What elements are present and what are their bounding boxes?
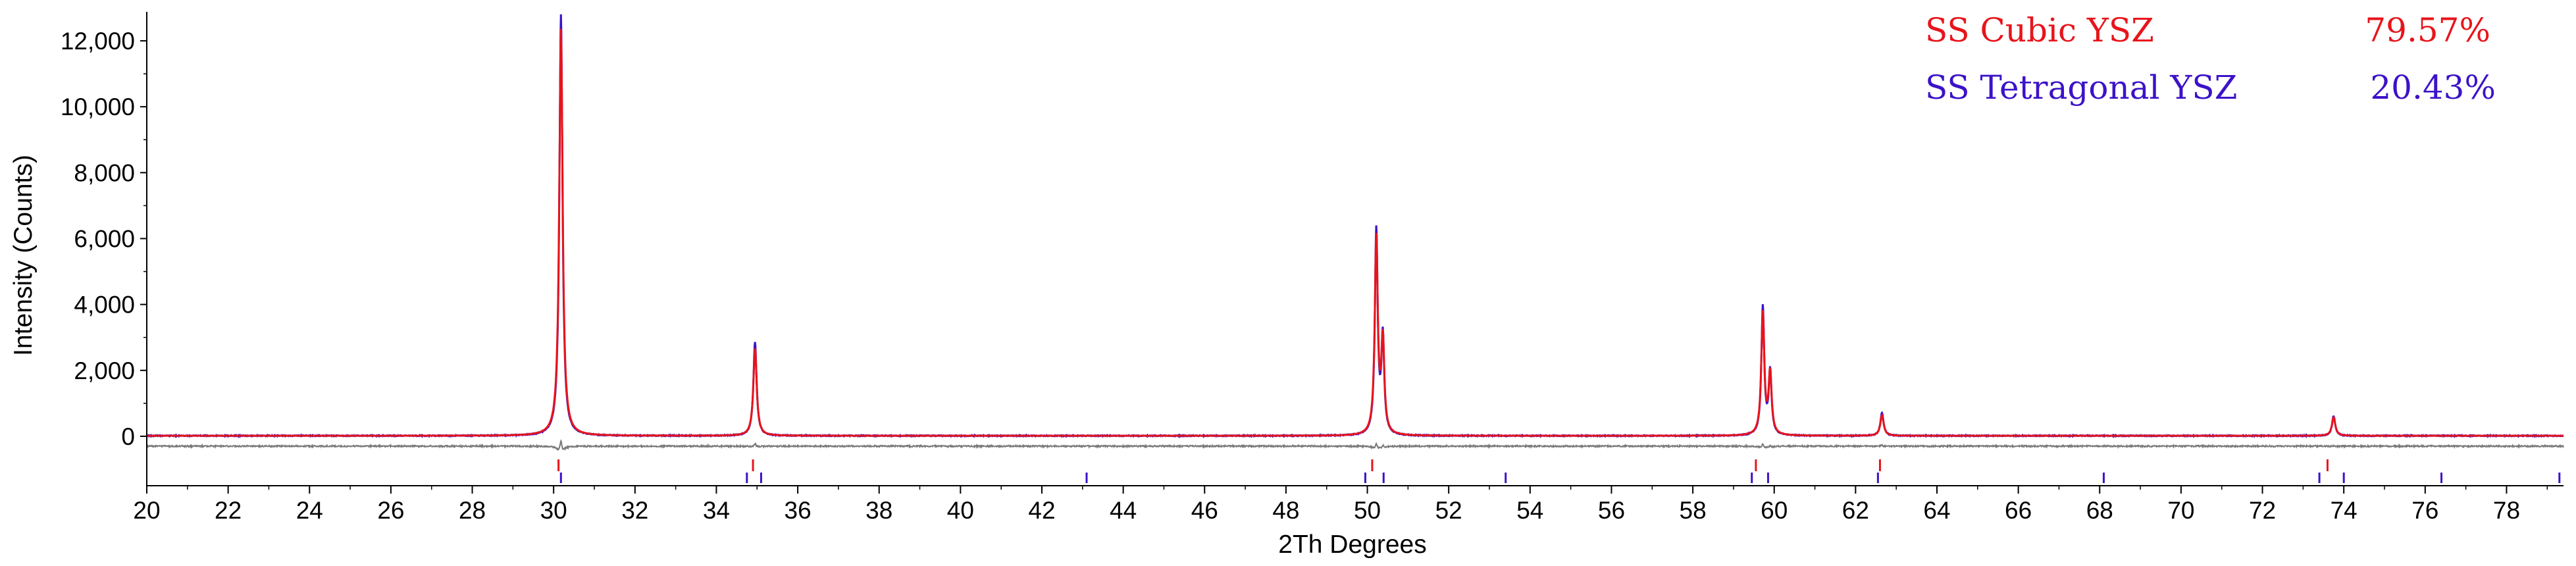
x-tick-label: 52 xyxy=(1435,497,1462,524)
x-tick-label: 78 xyxy=(2493,497,2520,524)
x-tick-label: 74 xyxy=(2331,497,2357,524)
x-axis: 20 22 24 26 28 30 32 34 36 38 40 42 44 46 48 50 52 54 56 58… xyxy=(133,485,2563,524)
x-tick-label: 62 xyxy=(1842,497,1869,524)
y-tick-label: 6,000 xyxy=(74,225,135,252)
calculated-pattern xyxy=(147,28,2563,437)
x-tick-label: 20 xyxy=(133,497,160,524)
x-tick-label: 68 xyxy=(2086,497,2113,524)
x-tick-label: 58 xyxy=(1680,497,1707,524)
legend-cubic-value: 79.57% xyxy=(2365,11,2490,49)
x-tick-label: 34 xyxy=(703,497,730,524)
x-tick-label: 70 xyxy=(2167,497,2194,524)
x-tick-label: 64 xyxy=(1923,497,1950,524)
x-tick-label: 36 xyxy=(785,497,811,524)
legend-tetragonal-value: 20.43% xyxy=(2370,68,2496,107)
x-tick-label: 30 xyxy=(540,497,567,524)
y-tick-label: 8,000 xyxy=(74,159,135,186)
y-tick-label: 2,000 xyxy=(74,357,135,384)
x-tick-label: 72 xyxy=(2249,497,2276,524)
x-tick-label: 38 xyxy=(865,497,892,524)
legend: SS Cubic YSZ 79.57% SS Tetragonal YSZ 20… xyxy=(1925,11,2496,107)
x-tick-label: 40 xyxy=(947,497,974,524)
x-tick-label: 48 xyxy=(1272,497,1299,524)
x-tick-label: 54 xyxy=(1516,497,1543,524)
x-tick-label: 26 xyxy=(377,497,404,524)
x-tick-label: 66 xyxy=(2005,497,2032,524)
difference-curve xyxy=(146,439,2564,451)
legend-tetragonal-label: SS Tetragonal YSZ xyxy=(1925,68,2237,107)
y-axis: 0 2,000 4,000 6,000 8,000 10,000 12,000 xyxy=(61,12,147,486)
x-tick-label: 28 xyxy=(459,497,486,524)
y-tick-label: 12,000 xyxy=(61,28,135,55)
x-tick-label: 44 xyxy=(1110,497,1137,524)
legend-cubic-label: SS Cubic YSZ xyxy=(1925,11,2154,49)
plot-area xyxy=(145,14,2564,483)
x-tick-label: 56 xyxy=(1598,497,1625,524)
y-tick-label: 10,000 xyxy=(61,93,135,120)
x-axis-title: 2Th Degrees xyxy=(1278,530,1426,559)
x-tick-label: 76 xyxy=(2411,497,2438,524)
x-tick-label: 32 xyxy=(621,497,648,524)
x-tick-label: 46 xyxy=(1191,497,1218,524)
x-tick-label: 24 xyxy=(296,497,323,524)
x-tick-label: 42 xyxy=(1028,497,1055,524)
x-tick-label: 50 xyxy=(1354,497,1381,524)
y-axis-title: Intensity (Counts) xyxy=(9,155,38,356)
x-tick-label: 60 xyxy=(1761,497,1788,524)
y-tick-label: 4,000 xyxy=(74,292,135,319)
x-tick-label: 22 xyxy=(215,497,242,524)
y-tick-label: 0 xyxy=(121,423,135,450)
